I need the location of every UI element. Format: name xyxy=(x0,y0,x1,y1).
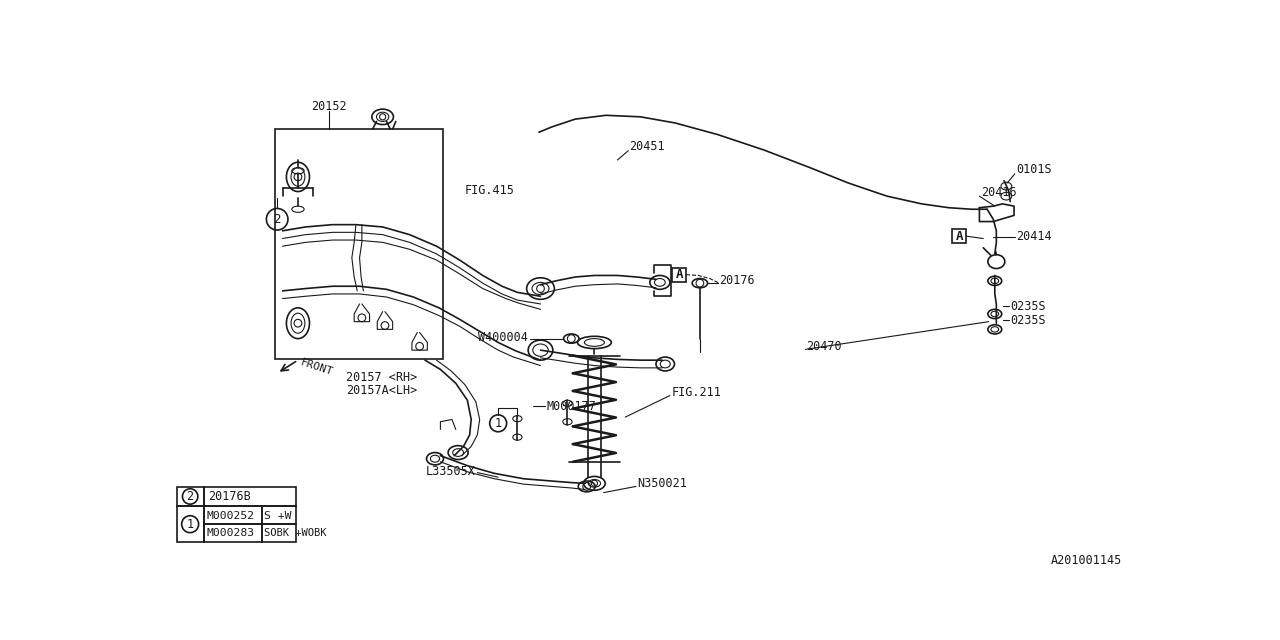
Text: 20416: 20416 xyxy=(980,186,1016,199)
Text: A201001145: A201001145 xyxy=(1051,554,1121,567)
Text: 2: 2 xyxy=(187,490,193,503)
Text: 20176B: 20176B xyxy=(207,490,251,503)
Text: 20157A<LH>: 20157A<LH> xyxy=(347,385,417,397)
Bar xyxy=(204,524,262,542)
Text: SOBK +WOBK: SOBK +WOBK xyxy=(264,529,326,538)
Text: W400004: W400004 xyxy=(479,330,529,344)
Text: FRONT: FRONT xyxy=(298,357,334,377)
Bar xyxy=(952,229,966,243)
Text: 1: 1 xyxy=(494,417,502,430)
Text: 20157 <RH>: 20157 <RH> xyxy=(347,371,417,383)
Bar xyxy=(177,487,204,506)
Text: FIG.211: FIG.211 xyxy=(672,386,721,399)
Bar xyxy=(672,268,686,282)
Text: M000177: M000177 xyxy=(547,400,596,413)
Text: A: A xyxy=(676,268,682,281)
Text: A: A xyxy=(956,230,963,243)
Bar xyxy=(262,524,297,542)
Text: 20176: 20176 xyxy=(719,275,755,287)
Text: M000283: M000283 xyxy=(206,529,255,538)
Text: 20470: 20470 xyxy=(806,340,842,353)
Text: 20414: 20414 xyxy=(1016,230,1052,243)
Bar xyxy=(204,506,262,524)
Bar xyxy=(275,129,443,358)
Bar xyxy=(177,506,204,542)
Text: 20451: 20451 xyxy=(628,140,664,152)
Text: 0101S: 0101S xyxy=(1016,163,1052,176)
Bar xyxy=(262,506,297,524)
Text: 1: 1 xyxy=(187,518,193,531)
Text: FIG.415: FIG.415 xyxy=(465,184,515,197)
Bar xyxy=(204,487,297,506)
Text: 0235S: 0235S xyxy=(1010,300,1046,313)
Text: L33505X: L33505X xyxy=(426,465,476,477)
Text: S +W: S +W xyxy=(264,511,292,521)
Text: 20152: 20152 xyxy=(311,100,347,113)
Text: 0235S: 0235S xyxy=(1010,314,1046,326)
Text: M000252: M000252 xyxy=(206,511,255,521)
Text: N350021: N350021 xyxy=(636,477,686,490)
Text: 2: 2 xyxy=(274,212,280,226)
